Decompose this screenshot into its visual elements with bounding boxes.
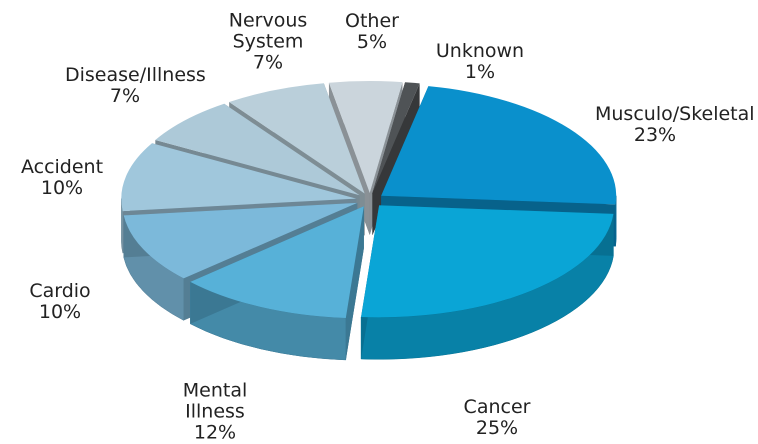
slice: [123, 202, 358, 279]
slice-label: Other 5%: [345, 11, 399, 53]
slice-label: Musculo/Skeletal 23%: [595, 103, 755, 146]
value-label: 23%: [633, 124, 677, 146]
slice-label: Disease/Illness 7%: [65, 64, 206, 107]
slice: [328, 81, 403, 194]
value-label: 12%: [193, 421, 237, 444]
slice: [155, 103, 360, 196]
value-label: 7%: [109, 85, 141, 107]
category-label: Accident: [20, 156, 104, 178]
value-label: 10%: [40, 177, 84, 199]
category-label: Disease/Illness: [65, 64, 206, 86]
slice: [381, 86, 617, 205]
category-label: Musculo/Skeletal: [595, 103, 755, 125]
category-label: Mental Illness: [182, 379, 248, 423]
slice: [229, 83, 365, 194]
value-label: 5%: [356, 31, 388, 53]
slice: [372, 82, 420, 194]
category-label: Other: [345, 10, 399, 32]
slice: [121, 143, 357, 212]
slice: [190, 206, 364, 318]
value-label: 1%: [464, 61, 496, 83]
value-label: 7%: [252, 51, 284, 74]
slice-label: Nervous System 7%: [208, 9, 328, 74]
category-label: Unknown: [435, 40, 525, 62]
slice-label: Cancer 25%: [464, 397, 531, 439]
slice-label: Accident 10%: [21, 157, 103, 199]
slice: [361, 205, 614, 318]
category-label: Cancer: [463, 396, 531, 418]
category-label: Cardio: [29, 280, 91, 302]
value-label: 10%: [38, 301, 82, 323]
value-label: 25%: [475, 417, 519, 439]
category-label: Nervous System: [228, 9, 308, 53]
slice-label: Cardio 10%: [29, 281, 90, 323]
slice-label: Unknown 1%: [436, 41, 524, 83]
slice-label: Mental Illness 12%: [155, 379, 275, 444]
